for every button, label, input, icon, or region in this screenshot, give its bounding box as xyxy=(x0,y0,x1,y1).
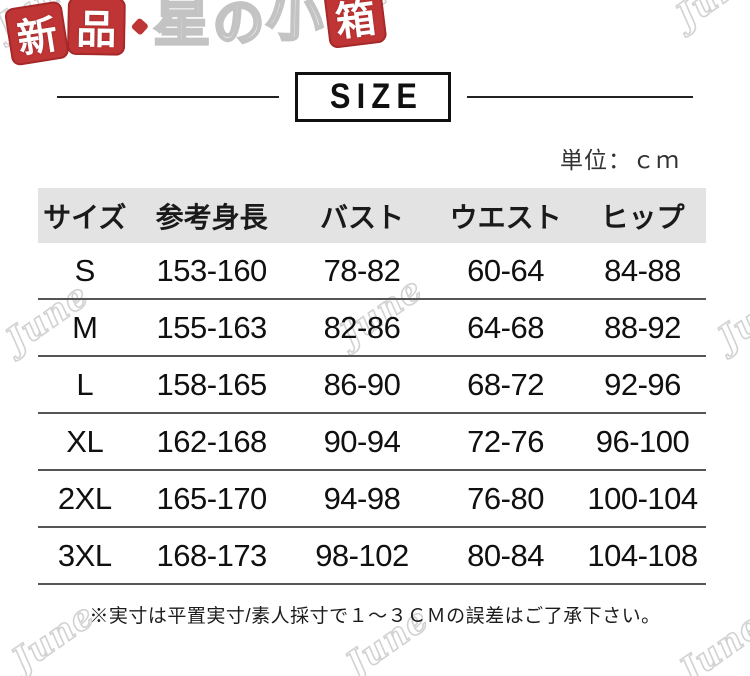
logo-char-tile: 箱 xyxy=(322,0,388,50)
logo-char-outline: 小 xyxy=(264,0,325,49)
cell-hip: 84-88 xyxy=(579,243,706,300)
table-row: M 155-163 82-86 64-68 88-92 xyxy=(38,299,706,357)
size-title: SIZE xyxy=(329,77,423,116)
table-row: 3XL 168-173 98-102 80-84 104-108 xyxy=(38,527,706,585)
size-table: サイズ 参考身長 バスト ウエスト ヒップ S 153-160 78-82 60… xyxy=(38,188,706,585)
cell-size: L xyxy=(38,356,132,414)
col-header-size: サイズ xyxy=(38,188,132,243)
col-header-hip: ヒップ xyxy=(579,188,706,243)
cell-size: M xyxy=(38,299,132,357)
cell-waist: 68-72 xyxy=(432,356,580,414)
logo-char-outline: 星 xyxy=(152,0,212,54)
cell-bust: 98-102 xyxy=(291,527,433,585)
measurement-disclaimer: ※実寸は平置実寸/素人採寸で１〜３ＣＭの誤差はご了承下さい。 xyxy=(89,606,661,627)
cell-height: 158-165 xyxy=(131,356,292,414)
title-rule-left xyxy=(57,96,279,98)
cell-height: 168-173 xyxy=(131,527,292,585)
cell-waist: 72-76 xyxy=(432,413,580,471)
cell-bust: 94-98 xyxy=(291,470,433,528)
cell-waist: 80-84 xyxy=(432,527,580,585)
cell-height: 153-160 xyxy=(131,243,292,300)
col-header-bust: バスト xyxy=(291,188,433,243)
cell-bust: 82-86 xyxy=(291,299,433,357)
table-row: 2XL 165-170 94-98 76-80 100-104 xyxy=(38,470,706,528)
table-row: S 153-160 78-82 60-64 84-88 xyxy=(38,243,706,300)
table-header-row: サイズ 参考身長 バスト ウエスト ヒップ xyxy=(38,188,706,243)
logo-char-tile: 新 xyxy=(3,0,70,67)
table-row: L 158-165 86-90 68-72 92-96 xyxy=(38,356,706,414)
shop-logo: 新 品 星 の 小 箱 xyxy=(3,0,388,67)
logo-char-outline: の xyxy=(208,0,270,57)
cell-height: 165-170 xyxy=(131,470,292,528)
june-watermark: June xyxy=(710,273,750,360)
cell-hip: 96-100 xyxy=(579,413,706,471)
col-header-height: 参考身長 xyxy=(131,188,292,243)
cell-waist: 64-68 xyxy=(432,299,580,357)
cell-size: S xyxy=(38,243,132,300)
cell-hip: 100-104 xyxy=(579,470,706,528)
logo-char-tile: 品 xyxy=(66,0,126,56)
cell-hip: 104-108 xyxy=(579,527,706,585)
cell-height: 155-163 xyxy=(131,299,292,357)
cell-bust: 90-94 xyxy=(291,413,433,471)
cell-hip: 88-92 xyxy=(579,299,706,357)
table-row: XL 162-168 90-94 72-76 96-100 xyxy=(38,413,706,471)
cell-hip: 92-96 xyxy=(579,356,706,414)
cell-waist: 60-64 xyxy=(432,243,580,300)
cell-height: 162-168 xyxy=(131,413,292,471)
june-watermark: June xyxy=(668,0,750,37)
logo-dot-icon xyxy=(130,16,150,36)
unit-label: 単位：ｃｍ xyxy=(560,147,680,173)
col-header-waist: ウエスト xyxy=(432,188,580,243)
cell-size: XL xyxy=(38,413,132,471)
cell-bust: 86-90 xyxy=(291,356,433,414)
cell-bust: 78-82 xyxy=(291,243,433,300)
cell-size: 2XL xyxy=(38,470,132,528)
cell-waist: 76-80 xyxy=(432,470,580,528)
cell-size: 3XL xyxy=(38,527,132,585)
title-rule-right xyxy=(467,96,693,98)
size-title-box: SIZE xyxy=(295,72,451,122)
